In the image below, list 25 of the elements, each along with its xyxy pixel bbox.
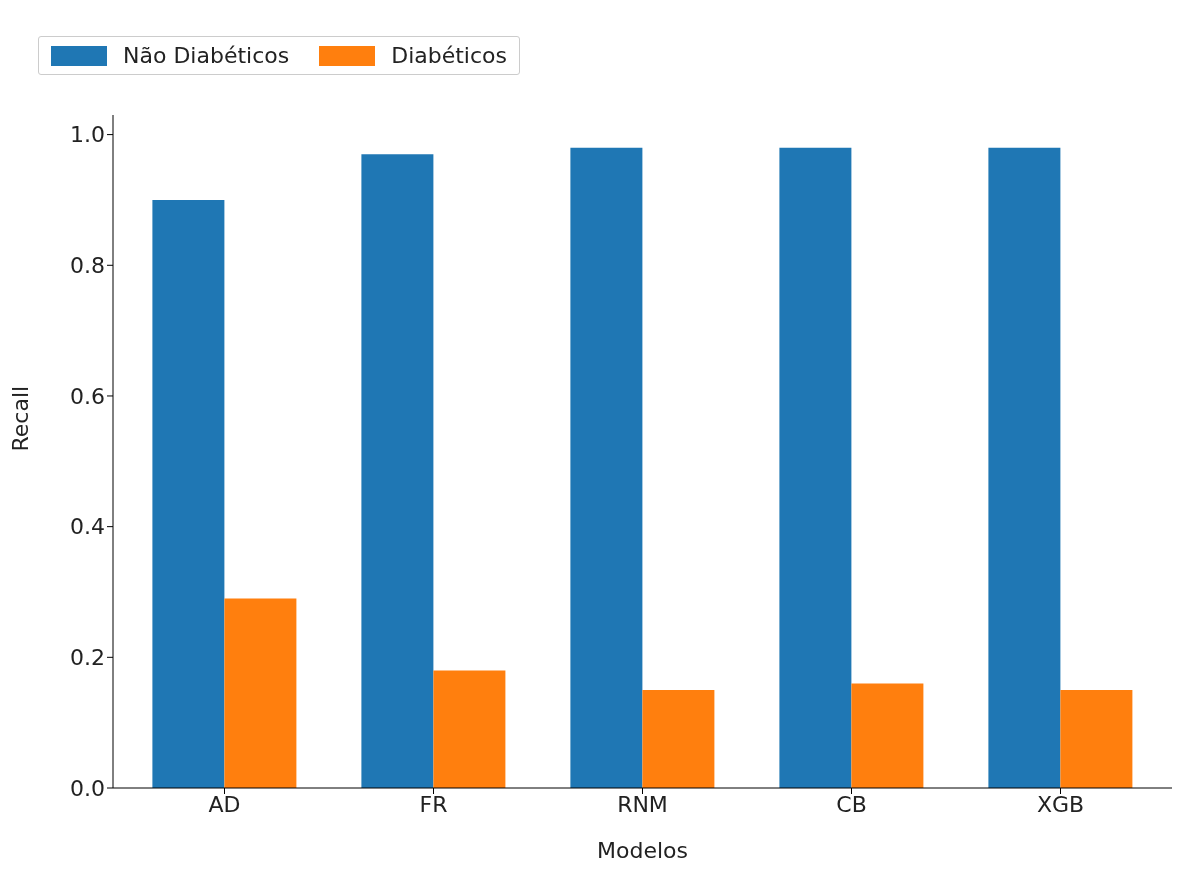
bar	[779, 147, 852, 788]
bar	[988, 147, 1061, 788]
bar	[642, 689, 715, 788]
x-tick-label: RNM	[617, 791, 668, 817]
x-tick-label: AD	[208, 791, 241, 817]
bar	[361, 154, 434, 788]
x-tick-label: CB	[836, 791, 867, 817]
bar	[152, 199, 225, 788]
legend-label: Não Diabéticos	[123, 43, 290, 68]
y-axis-title: Recall	[7, 385, 33, 452]
x-tick-label: FR	[419, 791, 448, 817]
y-tick-label: 0.2	[70, 645, 105, 671]
y-tick-label: 0.6	[70, 383, 105, 409]
y-tick-label: 1.0	[70, 122, 105, 148]
bar	[570, 147, 643, 788]
bar	[224, 598, 297, 788]
x-axis-title: Modelos	[597, 838, 688, 863]
x-tick-label: XGB	[1036, 791, 1085, 817]
legend-label: Diabéticos	[391, 43, 507, 68]
y-tick-label: 0.4	[70, 514, 105, 540]
bar	[1060, 689, 1133, 788]
bar	[433, 670, 506, 788]
y-tick-label: 0.0	[70, 775, 105, 801]
bar	[851, 683, 924, 788]
y-tick-label: 0.8	[70, 253, 105, 279]
